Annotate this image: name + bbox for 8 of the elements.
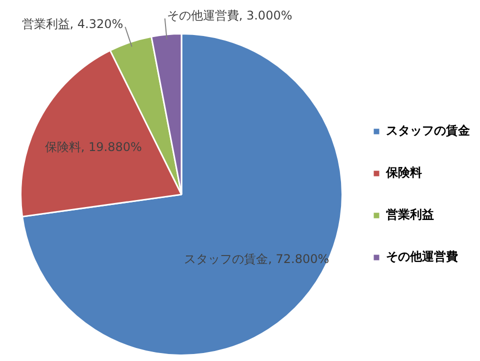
data-label: 営業利益, 4.320% [22, 17, 124, 32]
legend-label: 営業利益 [386, 208, 434, 222]
legend-label: スタッフの賃金 [386, 124, 471, 138]
legend-label: 保険料 [385, 166, 422, 180]
data-label: その他運営費, 3.000% [166, 8, 292, 23]
data-label: 保険料, 19.880% [44, 140, 142, 154]
legend-label: その他運営費 [386, 250, 458, 264]
data-label: スタッフの賃金, 72.800% [184, 252, 330, 266]
